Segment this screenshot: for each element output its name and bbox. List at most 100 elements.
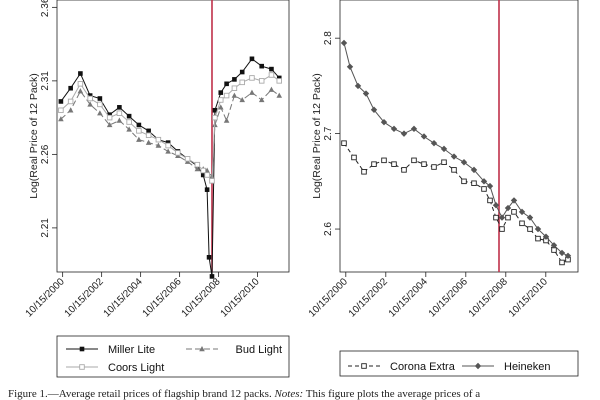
legend-label: Miller Lite [108, 344, 155, 356]
data-point [558, 249, 566, 257]
data-point [231, 92, 238, 98]
data-point [492, 201, 500, 209]
data-point [223, 117, 230, 123]
figure-caption: Figure 1.—Average retail prices of flags… [8, 388, 600, 400]
data-point [117, 105, 122, 110]
data-point [232, 77, 237, 82]
data-point [268, 86, 275, 92]
data-point [67, 107, 74, 113]
data-point [451, 167, 457, 173]
data-point [206, 254, 212, 260]
legend-label: Heineken [504, 361, 550, 373]
x-tick-label: 10/15/2008 [467, 276, 510, 319]
y-axis-left: 2.21 2.26 2.31 2.36 [40, 0, 57, 238]
y-axis-right: 2.6 2.7 2.8 [323, 31, 340, 236]
data-point [200, 172, 206, 178]
chart-left: 2.212.262.312.36 10/15/200010/15/200210/… [24, 0, 290, 378]
data-point [542, 233, 550, 240]
data-point [200, 167, 206, 174]
y-tick-label: 2.7 [323, 126, 334, 140]
data-point [381, 157, 387, 164]
data-point [410, 125, 418, 133]
data-point [431, 164, 437, 170]
data-point [450, 153, 458, 160]
legend-label: Bud Light [236, 344, 282, 356]
data-point [58, 99, 64, 104]
x-axis-left: 10/15/200010/15/200210/15/200410/15/2006… [24, 272, 262, 320]
data-point [239, 79, 245, 86]
data-point [351, 154, 357, 161]
legend-entry: Bud Light [186, 344, 282, 356]
data-point [224, 81, 229, 87]
legend-marker [474, 362, 482, 370]
series-line [60, 74, 280, 183]
data-point [493, 214, 499, 221]
data-point [276, 92, 283, 98]
data-point [401, 167, 407, 173]
data-point [340, 39, 348, 47]
x-tick-label: 10/15/2000 [24, 276, 67, 319]
data-point [218, 90, 224, 95]
data-point [136, 136, 142, 142]
data-point [77, 81, 84, 87]
x-tick-label: 10/15/2008 [180, 276, 223, 319]
data-point [268, 72, 275, 78]
series-group-left [58, 56, 283, 279]
x-tick-label: 10/15/2002 [347, 276, 390, 319]
series-heineken [340, 39, 572, 259]
data-point [346, 63, 354, 71]
data-point [498, 214, 506, 221]
data-point [165, 142, 171, 149]
data-point [209, 274, 215, 279]
data-point [420, 133, 428, 140]
legend-entry: Coors Light [66, 362, 164, 374]
caption-notes-label: Notes: [274, 388, 304, 400]
data-point [487, 197, 493, 204]
data-point [504, 204, 512, 212]
data-point [481, 186, 487, 192]
data-point [391, 161, 397, 167]
data-point [97, 110, 103, 116]
series-line [343, 42, 569, 257]
data-point [526, 214, 534, 221]
caption-text: This figure plots the average prices of … [305, 388, 481, 400]
data-point [564, 252, 572, 259]
y-tick-label: 2.8 [323, 31, 334, 45]
series-line [343, 142, 569, 264]
data-point [126, 113, 132, 119]
data-point [411, 157, 417, 164]
data-point [535, 235, 541, 242]
data-point [77, 88, 84, 94]
data-point [519, 220, 525, 227]
legend-entry: Corona Extra [348, 361, 456, 373]
data-point [218, 97, 224, 103]
x-tick-label: 10/15/2004 [102, 276, 145, 319]
x-tick-label: 10/15/2010 [507, 276, 550, 319]
data-point [527, 226, 533, 232]
data-point [499, 226, 505, 232]
y-tick-label: 2.21 [40, 218, 51, 238]
data-point [136, 122, 142, 128]
data-point [184, 156, 191, 162]
data-point [534, 225, 542, 233]
data-point [58, 107, 64, 114]
caption-label: Figure 1.—Average retail prices of flags… [8, 388, 272, 400]
data-point [239, 69, 245, 75]
data-point [194, 166, 201, 172]
data-point [217, 104, 224, 110]
data-point [370, 106, 378, 113]
data-point [209, 178, 215, 184]
data-point [354, 82, 362, 90]
data-point [518, 208, 526, 216]
data-point [380, 118, 388, 126]
data-point [441, 159, 447, 165]
data-point [223, 92, 230, 99]
data-point [155, 136, 162, 143]
chart-right: 2.6 2.7 2.8 10/15/200010/15/200210/15/2004… [307, 0, 579, 377]
data-point [470, 166, 478, 174]
data-point [126, 126, 132, 132]
x-tick-label: 10/15/2006 [427, 276, 470, 319]
legend-label: Corona Extra [390, 361, 456, 373]
legend-left: Miller Lite Bud Light Coors Light [56, 335, 290, 378]
data-point [461, 178, 467, 185]
